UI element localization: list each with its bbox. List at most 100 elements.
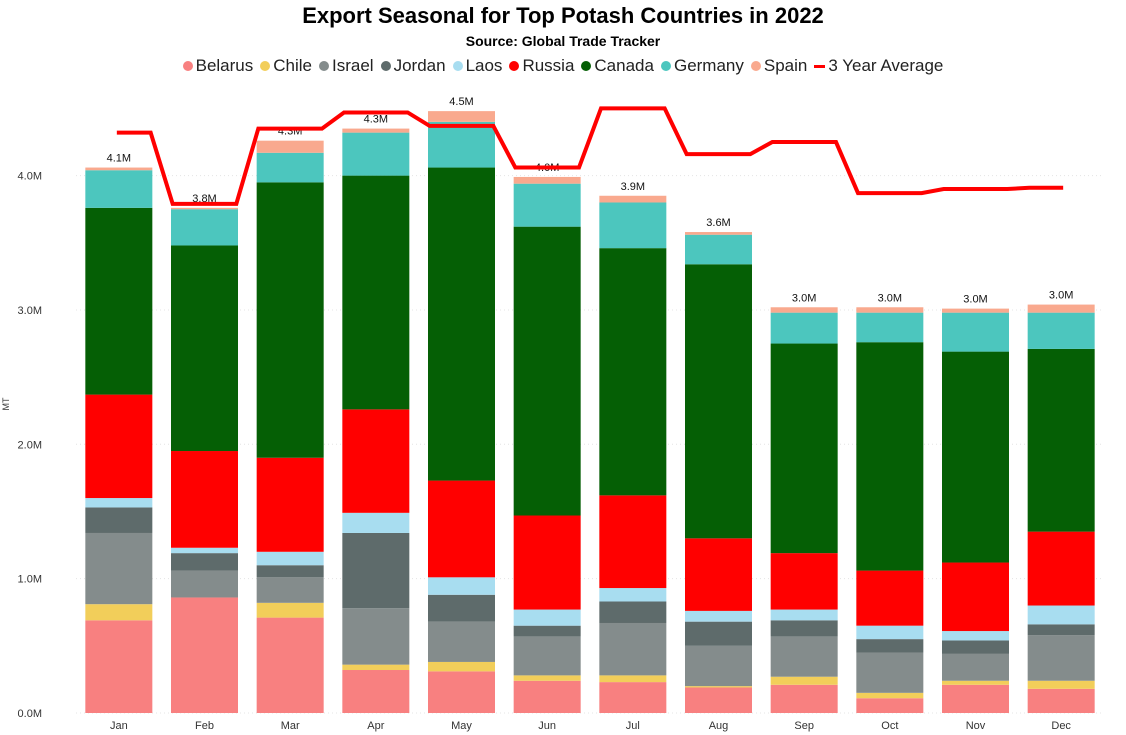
- legend-item-canada[interactable]: Canada: [581, 56, 654, 76]
- bar-segment-belarus: [770, 684, 838, 713]
- bar-total-label: 4.5M: [449, 96, 473, 108]
- chart-legend: Belarus Chile Israel Jordan Laos Russia Canada…: [0, 56, 1126, 76]
- bar-segment-russia: [342, 409, 410, 513]
- x-tick-label: Apr: [367, 720, 384, 732]
- bar-segment-chile: [256, 602, 324, 618]
- bar-segment-russia: [171, 451, 238, 548]
- bar-segment-israel: [342, 608, 410, 665]
- bar-segment-spain: [856, 307, 924, 313]
- legend-item-germany[interactable]: Germany: [660, 56, 744, 76]
- legend-item-chile[interactable]: Chile: [260, 56, 312, 76]
- legend-item-jordan[interactable]: Jordan: [380, 56, 446, 76]
- bar-segment-belarus: [171, 597, 238, 713]
- legend-marker: [452, 61, 463, 71]
- bar-segment-germany: [1027, 312, 1095, 349]
- legend-item-3-year-average[interactable]: 3 Year Average: [814, 56, 943, 76]
- bar-segment-germany: [856, 312, 924, 343]
- bar-segment-spain: [770, 307, 838, 313]
- bar-segment-canada: [342, 175, 410, 410]
- bar-segment-spain: [256, 140, 324, 153]
- legend-label: 3 Year Average: [828, 56, 944, 75]
- y-axis-label: MT: [1, 397, 11, 410]
- bar-segment-spain: [942, 308, 1009, 313]
- legend-marker: [660, 61, 671, 71]
- bar-segment-russia: [942, 562, 1009, 632]
- legend-marker: [319, 61, 329, 71]
- legend-item-belarus[interactable]: Belarus: [182, 56, 254, 76]
- legend-item-laos[interactable]: Laos: [452, 56, 502, 76]
- bar-segment-germany: [770, 312, 838, 344]
- x-tick-label: Jun: [538, 720, 556, 732]
- bar-segment-canada: [685, 264, 752, 539]
- bar-segment-germany: [685, 234, 752, 265]
- bar-segment-spain: [85, 167, 153, 171]
- bar-segment-spain: [428, 111, 495, 122]
- bar-segment-chile: [856, 692, 924, 699]
- y-tick-label: 0.0M: [18, 708, 42, 720]
- x-tick-label: Jul: [626, 720, 640, 732]
- bar-segment-laos: [171, 547, 238, 554]
- y-tick-label: 3.0M: [18, 305, 42, 317]
- bar-total-label: 4.1M: [107, 153, 131, 165]
- bar-total-label: 3.0M: [792, 292, 816, 304]
- bar-segment-israel: [428, 621, 495, 662]
- bar-total-label: 3.9M: [621, 181, 645, 193]
- bar-segment-belarus: [685, 687, 752, 713]
- legend-item-spain[interactable]: Spain: [750, 56, 808, 76]
- x-tick-label: Jan: [110, 720, 128, 732]
- bar-total-label: 3.6M: [706, 217, 730, 229]
- bar-segment-laos: [599, 588, 667, 602]
- bar-segment-laos: [513, 609, 581, 626]
- bar-segment-chile: [1027, 680, 1095, 689]
- bar-segment-chile: [685, 686, 752, 688]
- bar-segment-belarus: [599, 682, 667, 713]
- x-tick-label: Oct: [881, 720, 898, 732]
- bar-total-label: 3.0M: [878, 292, 902, 304]
- x-tick-label: May: [451, 720, 472, 732]
- bar-segment-jordan: [256, 565, 324, 578]
- bar-segment-russia: [428, 480, 495, 578]
- legend-item-israel[interactable]: Israel: [319, 56, 374, 76]
- bar-total-label: 3.0M: [963, 294, 987, 306]
- x-tick-label: Aug: [709, 720, 729, 732]
- legend-label: Belarus: [195, 56, 254, 75]
- bar-segment-canada: [85, 207, 153, 395]
- legend-label: Chile: [273, 56, 312, 75]
- bar-segment-belarus: [428, 671, 495, 713]
- chart-subtitle: Source: Global Trade Tracker: [465, 33, 661, 49]
- y-tick-label: 4.0M: [18, 171, 42, 183]
- bar-segment-israel: [85, 532, 153, 605]
- bar-segment-spain: [1027, 304, 1095, 313]
- bar-segment-israel: [599, 622, 667, 676]
- bar-segment-belarus: [513, 680, 581, 713]
- bar-segment-russia: [685, 538, 752, 611]
- bar-segment-canada: [770, 343, 838, 554]
- legend-label: Jordan: [393, 56, 446, 75]
- bar-segment-jordan: [85, 507, 153, 533]
- bar-segment-spain: [171, 207, 238, 210]
- legend-label: Canada: [594, 56, 654, 75]
- x-tick-label: Sep: [794, 720, 814, 732]
- bar-segment-canada: [942, 351, 1009, 563]
- legend-item-russia[interactable]: Russia: [509, 56, 574, 76]
- bar-segment-laos: [342, 512, 410, 533]
- bar-segment-israel: [770, 636, 838, 677]
- x-tick-label: Dec: [1051, 720, 1071, 732]
- bar-segment-laos: [1027, 605, 1095, 625]
- legend-label: Spain: [763, 56, 808, 75]
- bar-segment-laos: [856, 625, 924, 640]
- bar-segment-chile: [599, 675, 667, 683]
- legend-marker: [581, 61, 592, 71]
- bar-segment-germany: [599, 202, 667, 249]
- bar-segment-jordan: [513, 625, 581, 637]
- bar-segment-jordan: [428, 594, 495, 622]
- bar-segment-israel: [1027, 635, 1095, 681]
- bar-segment-laos: [770, 609, 838, 621]
- bar-segment-russia: [85, 394, 153, 499]
- bar-segment-belarus: [85, 620, 153, 713]
- y-tick-label: 1.0M: [18, 574, 42, 586]
- bar-segment-canada: [256, 182, 324, 458]
- bar-segment-spain: [599, 195, 667, 203]
- y-tick-label: 2.0M: [18, 439, 42, 451]
